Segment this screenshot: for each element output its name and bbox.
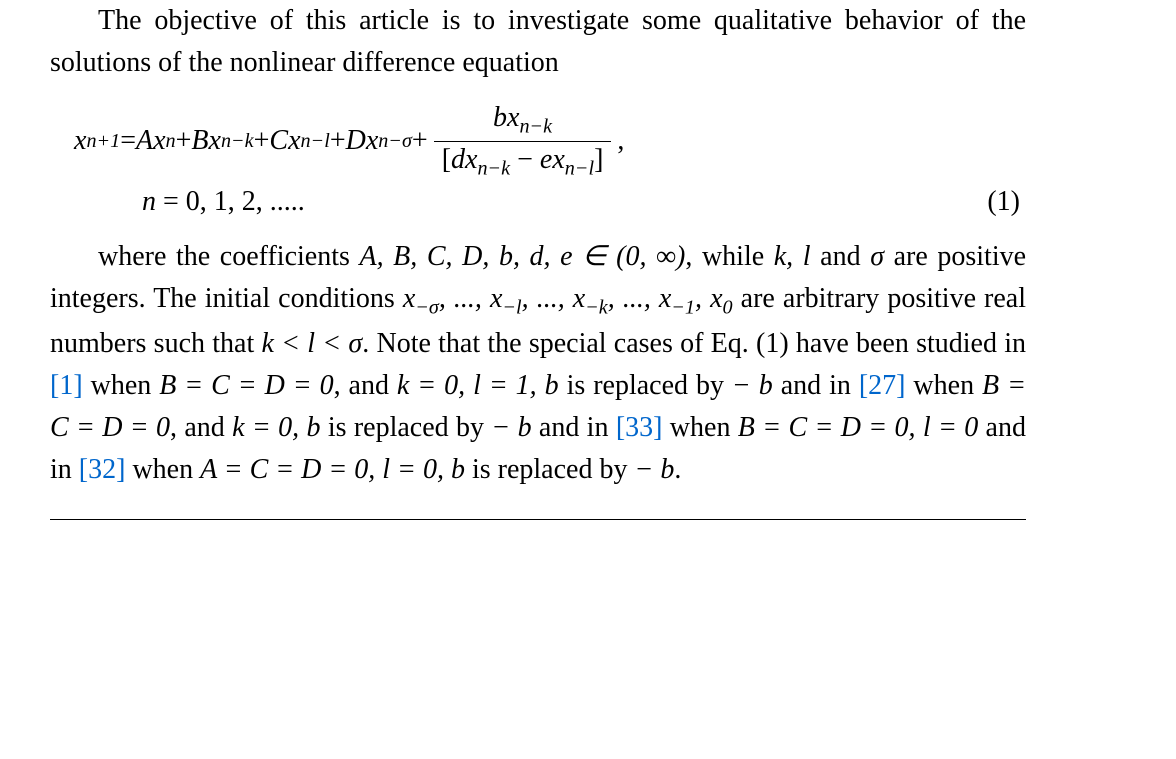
eq-n-var: n — [142, 186, 156, 217]
eq-equals: = — [120, 125, 136, 157]
p2-and: and — [811, 241, 871, 272]
p2-t14: when — [662, 412, 737, 443]
eq-den-d: d — [451, 144, 465, 175]
p2-t17: is replaced by — [465, 454, 635, 485]
eq-den-x2: x — [552, 144, 564, 175]
eq-den-minus: − — [510, 144, 540, 175]
p2-mb2: − b — [491, 412, 531, 443]
eq-den-sub2: n−l — [565, 157, 594, 179]
p2-kl: k, l — [774, 241, 811, 272]
p2-dots2: , ..., — [522, 283, 573, 314]
equation-number: (1) — [987, 186, 1020, 218]
eq-comma: , — [617, 125, 624, 157]
p2-t9: and in — [773, 370, 859, 401]
eq-num-sub: n−k — [519, 116, 552, 138]
p2-sigma: σ — [870, 241, 884, 272]
p2-ic-sub2: −l — [502, 297, 521, 319]
eq-den-close: ] — [594, 144, 603, 175]
eq-plus1: + — [176, 125, 192, 157]
p2-ic2: x — [490, 283, 502, 314]
cite-1[interactable]: [1] — [50, 370, 83, 401]
eq-x2: x — [209, 125, 221, 157]
p2-bcd0a: B = C = D = 0 — [159, 370, 333, 401]
eq-sub-nl: n−l — [301, 130, 330, 153]
p2-t6: when — [83, 370, 160, 401]
eq-term-A: A — [136, 125, 153, 157]
p2-bcd0c: B = C = D = 0 — [738, 412, 909, 443]
eq-plus3: + — [330, 125, 346, 157]
p2-coeffs: A, B, C, D, b, d, e — [359, 241, 572, 272]
p2-t7: , and — [334, 370, 397, 401]
p2-t12: is replaced by — [321, 412, 492, 443]
p2-ic-sub5: 0 — [723, 297, 733, 319]
eq-num-x: x — [507, 102, 519, 133]
eq-fraction: bxn−k [dxn−k − exn−l] — [434, 102, 612, 180]
p2-in: ∈ (0, ∞) — [573, 241, 686, 272]
eq-n-cond: n = 0, 1, 2, ..... — [142, 186, 305, 218]
eq-sub-nsigma: n−σ — [378, 130, 412, 153]
equation-body: xn+1 = Axn + Bxn−k + Cxn−l + Dxn−σ + bxn… — [74, 102, 624, 180]
p2-dots3: , ..., — [608, 283, 659, 314]
eq-lhs-sub: n+1 — [86, 130, 120, 153]
p2-acd0: A = C = D = 0, l = 0, b — [200, 454, 465, 485]
p2-t8: is replaced by — [559, 370, 732, 401]
p2-t10: when — [905, 370, 982, 401]
p2-k0: k = 0, l = 1, b — [397, 370, 559, 401]
p2-dots1: , ..., — [439, 283, 490, 314]
p2-t16: when — [125, 454, 200, 485]
eq-den-x1: x — [465, 144, 477, 175]
p2-ic-sub1: −σ — [415, 297, 439, 319]
eq-n-vals: = 0, 1, 2, ..... — [156, 186, 305, 217]
section-rule — [50, 519, 1026, 520]
eq-x3: x — [288, 125, 300, 157]
p2-ic1: x — [403, 283, 415, 314]
p2-l0: , l = 0 — [909, 412, 979, 443]
p2-t13: and in — [532, 412, 616, 443]
p2-ineq: k < l < σ — [261, 328, 362, 359]
p2-t11: , and — [170, 412, 232, 443]
eq-plus2: + — [254, 125, 270, 157]
eq-plus4: + — [412, 125, 428, 157]
p2-ic5: x — [710, 283, 722, 314]
equation-display: xn+1 = Axn + Bxn−k + Cxn−l + Dxn−σ + bxn… — [50, 102, 1026, 180]
p2-ic3: x — [573, 283, 585, 314]
equation-line2: n = 0, 1, 2, ..... (1) — [50, 186, 1026, 218]
cite-32[interactable]: [32] — [79, 454, 126, 485]
eq-sub-n: n — [166, 130, 176, 153]
eq-num-b: b — [493, 102, 507, 133]
eq-frac-num: bxn−k — [485, 102, 560, 141]
eq-x4: x — [366, 125, 378, 157]
eq-lhs-var: x — [74, 125, 86, 157]
eq-den-open: [ — [442, 144, 451, 175]
p2-k0b: k = 0, b — [232, 412, 320, 443]
p2-t1: where the coefficients — [98, 241, 359, 272]
cite-33[interactable]: [33] — [616, 412, 663, 443]
eq-term-D: D — [346, 125, 366, 157]
eq-sub-nk: n−k — [221, 130, 254, 153]
p2-ic4: x — [659, 283, 671, 314]
p2-t2: , while — [685, 241, 773, 272]
p2-t5: . Note that the special cases of Eq. (1)… — [362, 328, 1026, 359]
eq-term-B: B — [191, 125, 208, 157]
p2-period: . — [674, 454, 681, 485]
eq-den-sub1: n−k — [477, 157, 510, 179]
p2-ic-sub4: −1 — [671, 297, 695, 319]
p2-mb3: − b — [634, 454, 674, 485]
eq-x1: x — [153, 125, 165, 157]
eq-den-e: e — [540, 144, 552, 175]
eq-term-C: C — [269, 125, 288, 157]
cite-27[interactable]: [27] — [859, 370, 906, 401]
eq-frac-den: [dxn−k − exn−l] — [434, 141, 612, 181]
p2-ic-sub3: −k — [585, 297, 608, 319]
page-content: The objective of this article is to inve… — [0, 0, 1076, 540]
intro-paragraph: The objective of this article is to inve… — [50, 0, 1026, 84]
p2-mb1: − b — [732, 370, 773, 401]
conditions-paragraph: where the coefficients A, B, C, D, b, d,… — [50, 236, 1026, 491]
